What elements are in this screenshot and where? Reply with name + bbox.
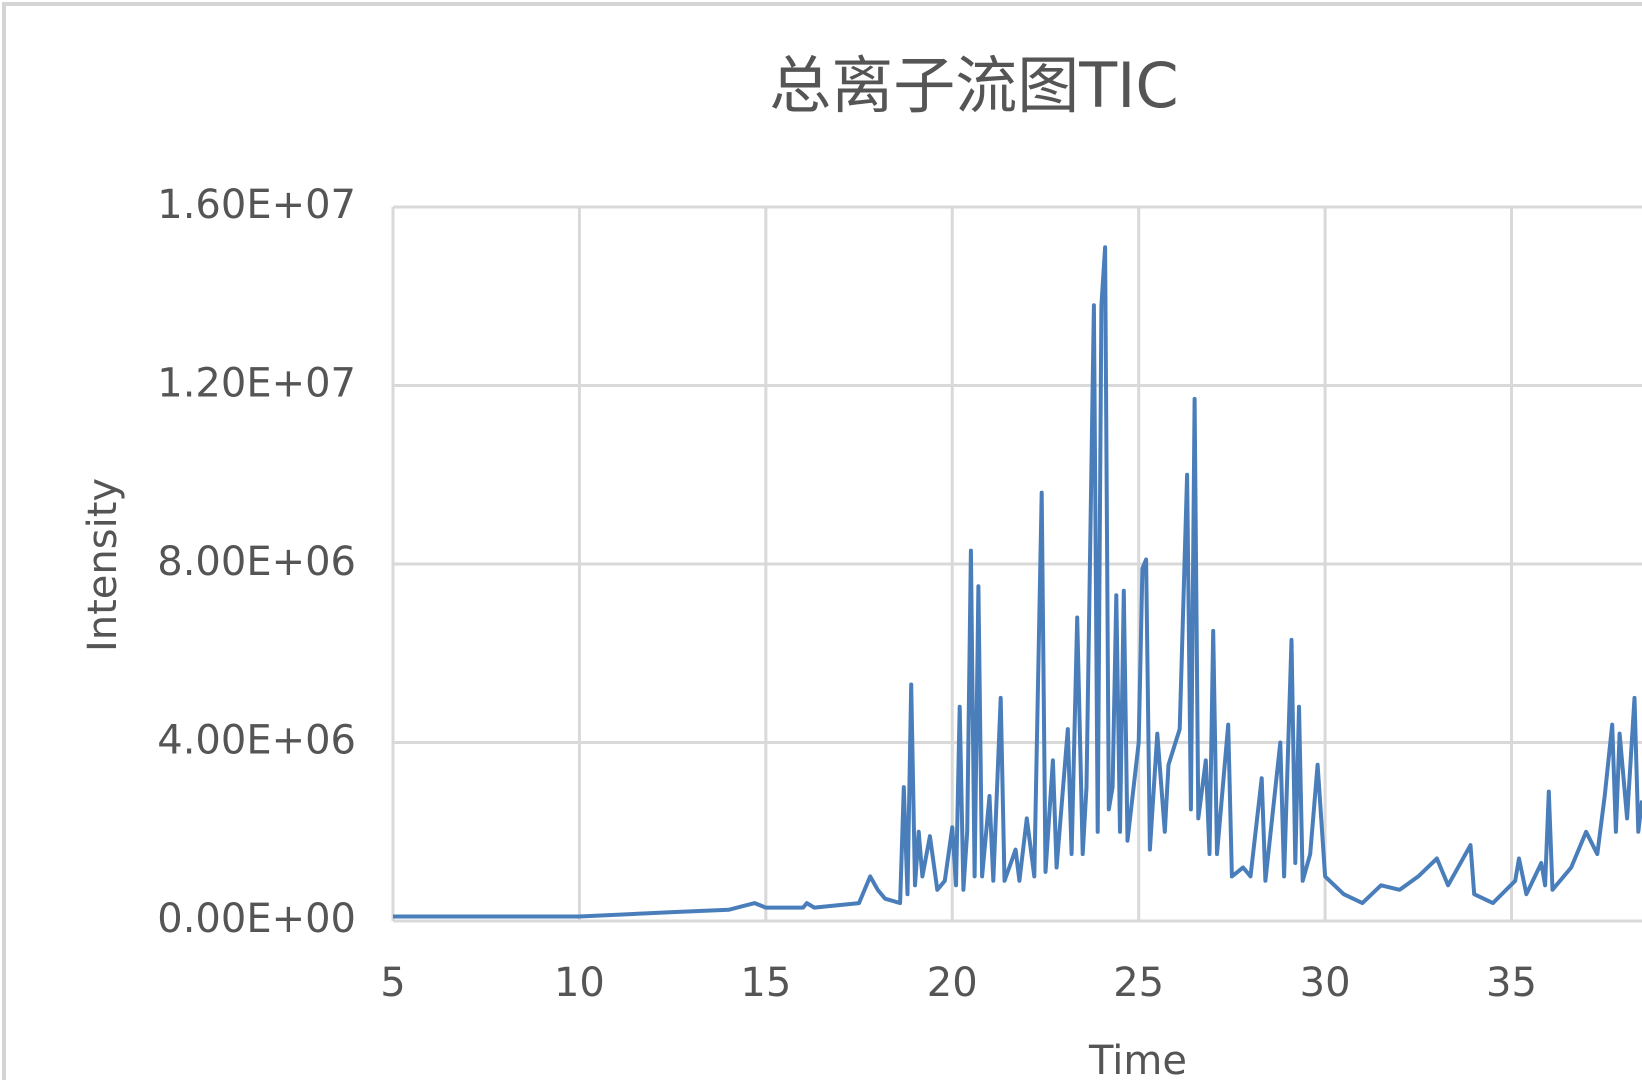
y-tick-label: 1.60E+07 xyxy=(157,182,356,228)
y-tick-label: 4.00E+06 xyxy=(157,718,356,764)
y-tick-label: 1.20E+07 xyxy=(157,361,356,407)
data-line xyxy=(393,245,1642,919)
x-tick-label: 25 xyxy=(1113,960,1164,1006)
y-tick-label: 8.00E+06 xyxy=(157,539,356,585)
x-tick-label: 30 xyxy=(1300,960,1351,1006)
x-tick-label: 5 xyxy=(380,960,405,1006)
x-tick-label: 35 xyxy=(1486,960,1537,1006)
x-axis-label: Time xyxy=(1088,1038,1187,1080)
x-tick-label: 20 xyxy=(927,960,978,1006)
y-tick-label: 0.00E+00 xyxy=(157,896,356,942)
x-tick-label: 15 xyxy=(740,960,791,1006)
chart-title: 总离子流图TIC xyxy=(769,49,1178,122)
x-tick-label: 10 xyxy=(554,960,605,1006)
y-axis-label: Intensity xyxy=(80,478,126,652)
